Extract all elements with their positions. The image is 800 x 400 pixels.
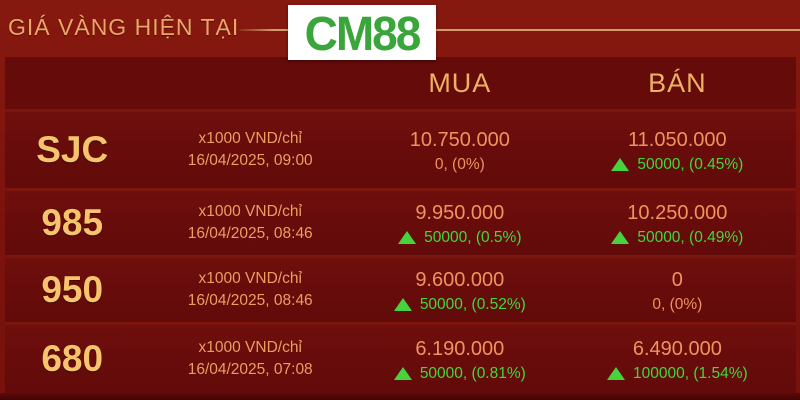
table-row: SJC x1000 VND/chỉ 16/04/2025, 09:00 10.7… — [5, 109, 796, 188]
info-cell: x1000 VND/chỉ 16/04/2025, 08:46 — [139, 201, 360, 246]
sell-cell: 6.490.000 100000, (1.54%) — [559, 336, 796, 383]
unit-label: x1000 VND/chỉ — [198, 338, 302, 356]
timestamp: 16/04/2025, 09:00 — [187, 152, 313, 169]
buy-cell: 10.750.000 0, (0%) — [361, 127, 559, 174]
banner: GIÁ VÀNG HIỆN TẠI CM88 — [0, 0, 800, 60]
up-triangle-icon — [611, 158, 630, 171]
header-cell-sell: BÁN — [559, 68, 796, 99]
sell-change: 100000, (1.54%) — [607, 365, 748, 383]
sell-cell: 0 0, (0%) — [559, 267, 796, 314]
divider-line — [239, 29, 800, 31]
buy-change-value: 50000, (0.5%) — [424, 228, 522, 246]
buy-change-value: 50000, (0.52%) — [419, 295, 526, 313]
buy-change-value: 50000, (0.81%) — [419, 364, 526, 382]
buy-change: 50000, (0.52%) — [393, 295, 526, 314]
table-row: 985 x1000 VND/chỉ 16/04/2025, 08:46 9.95… — [5, 188, 796, 255]
header-cell-buy: MUA — [361, 68, 559, 99]
sell-price: 0 — [671, 268, 683, 291]
up-triangle-icon — [393, 298, 412, 311]
buy-price: 9.600.000 — [415, 268, 505, 291]
sell-change: 50000, (0.45%) — [611, 156, 743, 174]
up-triangle-icon — [611, 231, 630, 244]
info-cell: x1000 VND/chỉ 16/04/2025, 09:00 — [139, 128, 360, 173]
gold-code: 985 — [41, 202, 104, 243]
buy-price: 6.190.000 — [415, 337, 505, 360]
sell-column-label: BÁN — [648, 67, 707, 98]
buy-price: 9.950.000 — [415, 201, 505, 224]
gold-code-cell: 985 — [5, 202, 139, 244]
price-rows: SJC x1000 VND/chỉ 16/04/2025, 09:00 10.7… — [5, 109, 796, 393]
sell-change: 50000, (0.49%) — [611, 229, 743, 247]
sell-change-value: 50000, (0.49%) — [637, 228, 744, 246]
gold-code: SJC — [36, 129, 109, 170]
unit-label: x1000 VND/chỉ — [198, 202, 302, 220]
info-cell: x1000 VND/chỉ 16/04/2025, 08:46 — [139, 268, 360, 313]
gold-code-cell: SJC — [5, 129, 139, 171]
buy-cell: 6.190.000 50000, (0.81%) — [361, 336, 559, 383]
buy-change: 0, (0%) — [435, 156, 485, 174]
unit-label: x1000 VND/chỉ — [198, 129, 302, 147]
sell-cell: 11.050.000 50000, (0.45%) — [559, 127, 796, 174]
buy-price: 10.750.000 — [409, 128, 510, 151]
sell-cell: 10.250.000 50000, (0.49%) — [559, 200, 796, 247]
gold-code: 950 — [41, 269, 104, 310]
table-header-row: MUA BÁN — [5, 57, 796, 109]
buy-column-label: MUA — [428, 67, 492, 98]
gold-code-cell: 680 — [5, 338, 139, 380]
table-row: 680 x1000 VND/chỉ 16/04/2025, 07:08 6.19… — [5, 322, 796, 393]
gold-code-cell: 950 — [5, 269, 139, 311]
sell-price: 10.250.000 — [627, 201, 728, 224]
gold-price-table: MUA BÁN SJC x1000 VND/chỉ 16/04/2025, 09… — [5, 57, 796, 393]
buy-change: 50000, (0.5%) — [398, 228, 522, 247]
sell-price: 6.490.000 — [632, 337, 722, 360]
up-triangle-icon — [393, 367, 412, 380]
cm88-logo[interactable]: CM88 — [288, 5, 436, 60]
timestamp: 16/04/2025, 08:46 — [187, 225, 313, 242]
sell-change: 0, (0%) — [652, 296, 702, 314]
table-row: 950 x1000 VND/chỉ 16/04/2025, 08:46 9.60… — [5, 255, 796, 322]
timestamp: 16/04/2025, 07:08 — [187, 361, 313, 378]
up-triangle-icon — [607, 367, 626, 380]
timestamp: 16/04/2025, 08:46 — [187, 292, 313, 309]
sell-change-value: 0, (0%) — [652, 295, 703, 313]
cm88-logo-text: CM88 — [304, 5, 422, 60]
buy-change-value: 0, (0%) — [434, 155, 485, 173]
page-title: GIÁ VÀNG HIỆN TẠI — [8, 14, 240, 40]
up-triangle-icon — [398, 231, 417, 244]
buy-cell: 9.600.000 50000, (0.52%) — [361, 267, 559, 314]
buy-change: 50000, (0.81%) — [393, 364, 526, 383]
gold-code: 680 — [41, 338, 104, 379]
sell-change-value: 100000, (1.54%) — [633, 364, 748, 382]
sell-price: 11.050.000 — [628, 128, 727, 151]
footer-strip — [0, 393, 800, 400]
sell-change-value: 50000, (0.45%) — [637, 155, 744, 173]
info-cell: x1000 VND/chỉ 16/04/2025, 07:08 — [139, 337, 360, 382]
buy-cell: 9.950.000 50000, (0.5%) — [361, 200, 559, 247]
unit-label: x1000 VND/chỉ — [198, 269, 302, 287]
